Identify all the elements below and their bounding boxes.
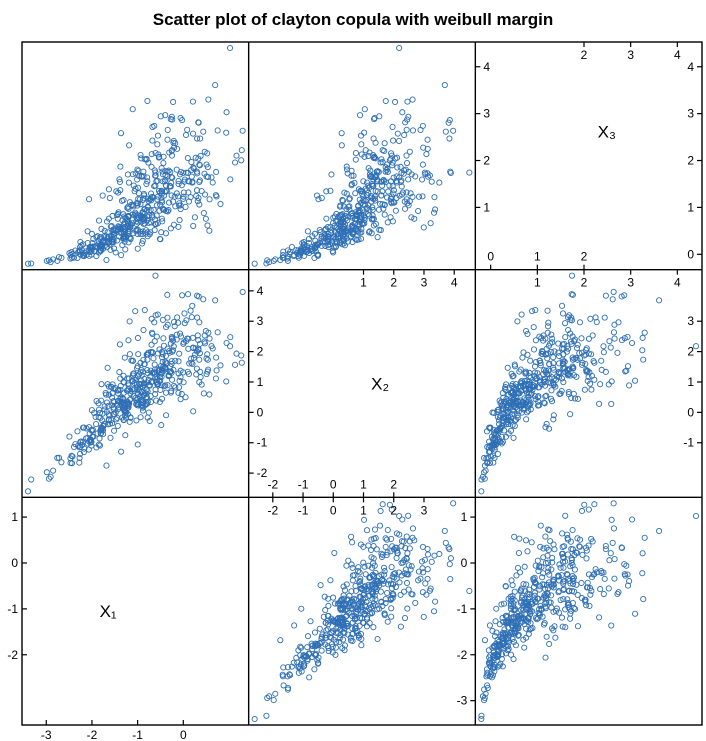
- svg-text:2: 2: [390, 503, 397, 517]
- svg-text:1: 1: [687, 375, 694, 389]
- var-label: X₁: [100, 602, 117, 621]
- diag-cell-X₁: X₁ -3 -2 -1 0 -2 -1 0 1: [7, 510, 187, 741]
- svg-text:-1: -1: [683, 436, 694, 450]
- svg-text:1: 1: [360, 477, 367, 491]
- svg-text:-1: -1: [257, 436, 268, 450]
- svg-text:-3: -3: [457, 694, 468, 708]
- svg-text:0: 0: [687, 405, 694, 419]
- svg-text:-1: -1: [457, 602, 468, 616]
- svg-text:2: 2: [581, 250, 588, 264]
- svg-text:-3: -3: [41, 728, 52, 741]
- svg-text:-2: -2: [267, 477, 278, 491]
- svg-text:3: 3: [627, 48, 634, 62]
- svg-text:2: 2: [581, 276, 588, 290]
- svg-text:1: 1: [461, 510, 468, 524]
- svg-text:0: 0: [11, 556, 18, 570]
- diag-cell-X₃: X₃ 2 3 4 0 1 2 0 1 2 3 4 1 2 3 4: [475, 42, 702, 270]
- svg-text:1: 1: [687, 200, 694, 214]
- svg-text:3: 3: [257, 314, 264, 328]
- svg-text:-2: -2: [257, 466, 268, 480]
- svg-text:2: 2: [581, 48, 588, 62]
- svg-text:2: 2: [483, 154, 490, 168]
- scatter-X₂-vs-X₁: -2 -1 0 1 2 3 -3 -2 -1 0 1: [252, 497, 475, 721]
- svg-text:4: 4: [674, 48, 681, 62]
- svg-text:0: 0: [687, 247, 694, 261]
- svg-text:-2: -2: [267, 503, 278, 517]
- svg-text:1: 1: [534, 250, 541, 264]
- svg-text:0: 0: [180, 728, 187, 741]
- svg-text:2: 2: [390, 477, 397, 491]
- svg-text:2: 2: [257, 345, 264, 359]
- svg-text:4: 4: [257, 284, 264, 298]
- svg-text:-2: -2: [7, 648, 18, 662]
- svg-text:4: 4: [687, 60, 694, 74]
- svg-text:4: 4: [483, 60, 490, 74]
- svg-text:0: 0: [330, 477, 337, 491]
- svg-text:4: 4: [674, 276, 681, 290]
- svg-text:-2: -2: [457, 648, 468, 662]
- svg-text:0: 0: [487, 250, 494, 264]
- svg-text:-1: -1: [132, 728, 143, 741]
- svg-text:1: 1: [360, 503, 367, 517]
- scatter-matrix: X₃234012012341234X₂1234-2-1012-2-1012341…: [0, 0, 706, 741]
- var-label: X₃: [598, 123, 616, 142]
- scatter-X₂-vs-X₃: [252, 45, 472, 266]
- svg-text:1: 1: [483, 200, 490, 214]
- svg-text:3: 3: [627, 276, 634, 290]
- scatter-X₃-vs-X₁: [479, 501, 699, 722]
- svg-text:2: 2: [390, 276, 397, 290]
- scatter-X₃-vs-X₂: 1 2 3 4 -1 0 1 2 3: [479, 270, 702, 494]
- svg-text:1: 1: [360, 276, 367, 290]
- svg-text:-1: -1: [298, 477, 309, 491]
- svg-text:1: 1: [534, 276, 541, 290]
- svg-text:3: 3: [687, 314, 694, 328]
- svg-text:3: 3: [421, 503, 428, 517]
- var-label: X₂: [371, 375, 389, 394]
- svg-text:0: 0: [461, 556, 468, 570]
- scatter-X₁-vs-X₂: [25, 273, 245, 494]
- svg-text:3: 3: [421, 276, 428, 290]
- svg-text:-1: -1: [7, 602, 18, 616]
- svg-text:3: 3: [687, 107, 694, 121]
- svg-text:2: 2: [687, 154, 694, 168]
- svg-text:0: 0: [257, 405, 264, 419]
- svg-text:2: 2: [687, 345, 694, 359]
- svg-text:3: 3: [483, 107, 490, 121]
- svg-text:1: 1: [11, 510, 18, 524]
- svg-text:1: 1: [257, 375, 264, 389]
- svg-text:-2: -2: [87, 728, 98, 741]
- svg-text:-1: -1: [298, 503, 309, 517]
- scatter-X₁-vs-X₃: [25, 45, 245, 266]
- svg-text:0: 0: [330, 503, 337, 517]
- diag-cell-X₂: X₂ 1 2 3 4 -2 -1 0 1 2 -2 -1 0 1 2 3 4: [249, 270, 458, 498]
- svg-text:4: 4: [451, 276, 458, 290]
